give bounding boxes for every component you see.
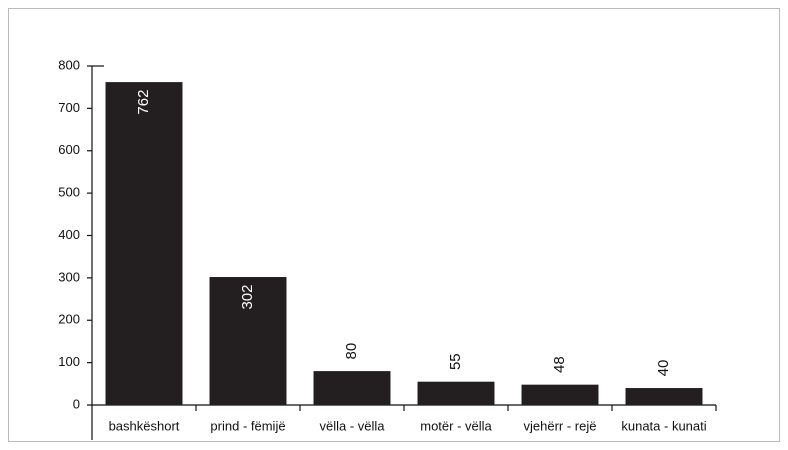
y-tick-label: 600	[58, 142, 80, 157]
y-tick-label: 200	[58, 312, 80, 327]
data-label: 302	[239, 285, 256, 310]
bar	[209, 277, 287, 405]
x-tick-label: bashkëshort	[109, 418, 180, 433]
x-tick-label: motër - vëlla	[420, 418, 492, 433]
data-label: 55	[447, 353, 464, 370]
frame	[8, 8, 780, 442]
y-tick-label: 400	[58, 227, 80, 242]
y-tick-label: 100	[58, 354, 80, 369]
y-tick-label: 700	[58, 100, 80, 115]
x-tick-label: kunata - kunati	[621, 418, 706, 433]
y-tick-label: 500	[58, 185, 80, 200]
y-tick-label: 0	[73, 396, 80, 411]
x-tick-label: vjehërr - rejë	[524, 418, 597, 433]
data-label: 40	[655, 360, 672, 377]
y-tick-label: 800	[58, 57, 80, 72]
bar	[521, 384, 599, 405]
bar	[313, 371, 391, 405]
bar	[105, 82, 183, 405]
x-tick-label: vëlla - vëlla	[319, 418, 385, 433]
x-tick-label: prind - fëmijë	[210, 418, 285, 433]
bar	[417, 381, 495, 405]
data-label: 80	[343, 343, 360, 360]
data-label: 48	[551, 356, 568, 373]
y-tick-label: 300	[58, 269, 80, 284]
bar	[625, 388, 703, 405]
data-label: 762	[135, 90, 152, 115]
